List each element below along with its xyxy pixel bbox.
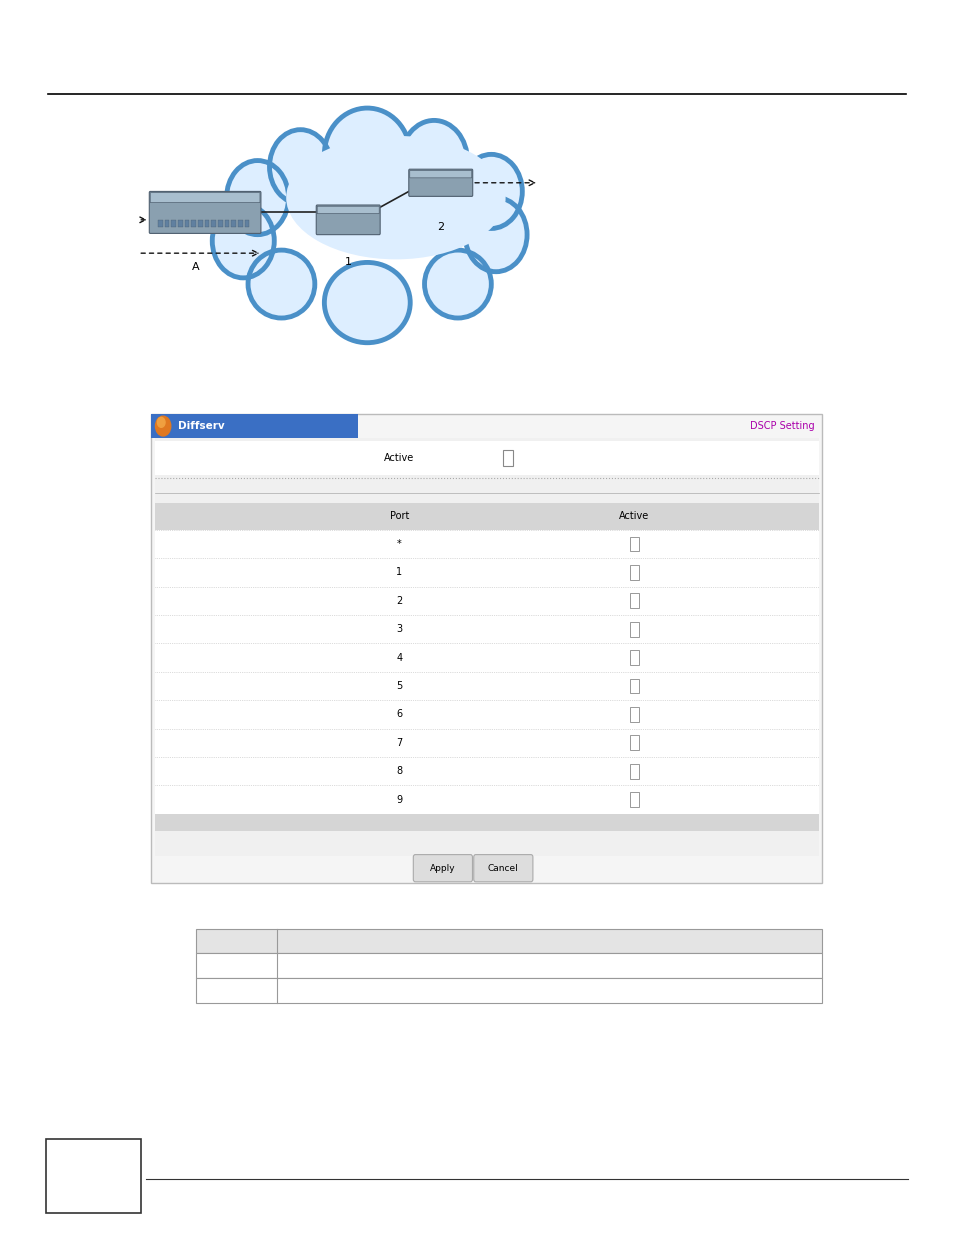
Text: 2: 2 — [436, 222, 444, 232]
Bar — [195, 978, 821, 1003]
Bar — [629, 679, 639, 694]
Text: 3: 3 — [395, 624, 402, 635]
Bar — [629, 537, 639, 552]
Ellipse shape — [324, 109, 410, 201]
Text: *: * — [396, 538, 401, 550]
Ellipse shape — [286, 136, 505, 259]
Bar — [244, 220, 250, 227]
FancyBboxPatch shape — [316, 205, 379, 235]
Bar — [154, 643, 818, 672]
Bar — [154, 438, 818, 856]
Text: DSCP Setting: DSCP Setting — [749, 421, 814, 431]
Text: 1: 1 — [344, 257, 352, 267]
Bar — [629, 736, 639, 750]
Ellipse shape — [270, 130, 332, 204]
Bar — [629, 622, 639, 637]
Bar — [154, 441, 818, 475]
Ellipse shape — [212, 204, 274, 278]
Text: 8: 8 — [395, 766, 402, 777]
Bar — [217, 220, 222, 227]
Text: Cancel: Cancel — [487, 863, 518, 873]
Circle shape — [155, 416, 171, 436]
Bar — [629, 566, 639, 580]
FancyBboxPatch shape — [408, 169, 472, 196]
Bar — [154, 785, 818, 814]
Text: 5: 5 — [395, 680, 402, 692]
Bar — [154, 558, 818, 587]
FancyBboxPatch shape — [474, 855, 533, 882]
Bar — [165, 220, 170, 227]
Bar — [154, 672, 818, 700]
Ellipse shape — [248, 249, 314, 317]
FancyBboxPatch shape — [151, 193, 259, 203]
Text: 6: 6 — [395, 709, 402, 720]
Text: 1: 1 — [395, 567, 402, 578]
Text: Active: Active — [618, 511, 649, 521]
Bar — [205, 220, 210, 227]
Bar — [154, 615, 818, 643]
Ellipse shape — [424, 249, 491, 317]
Text: 2: 2 — [395, 595, 402, 606]
Bar — [46, 1139, 141, 1213]
Bar — [151, 414, 821, 883]
Bar — [231, 220, 236, 227]
Circle shape — [157, 417, 165, 427]
Text: A: A — [192, 262, 199, 272]
Bar — [154, 729, 818, 757]
Bar — [629, 793, 639, 808]
Text: 4: 4 — [395, 652, 402, 663]
Bar — [212, 220, 215, 227]
Bar — [154, 503, 818, 530]
Bar — [172, 220, 176, 227]
Bar — [154, 700, 818, 729]
Bar — [503, 450, 513, 467]
Bar — [629, 706, 639, 721]
FancyBboxPatch shape — [413, 855, 472, 882]
Bar — [195, 953, 821, 978]
Bar — [195, 929, 821, 953]
Bar — [191, 220, 196, 227]
Bar — [158, 220, 162, 227]
Bar — [154, 530, 818, 558]
Ellipse shape — [465, 198, 527, 272]
Bar — [225, 220, 230, 227]
FancyBboxPatch shape — [409, 170, 471, 178]
Text: Active: Active — [384, 453, 414, 463]
Text: 9: 9 — [395, 794, 402, 805]
Text: 7: 7 — [395, 737, 402, 748]
Ellipse shape — [459, 154, 522, 228]
Bar — [629, 594, 639, 609]
Bar — [185, 220, 189, 227]
Bar — [237, 220, 242, 227]
Text: Diffserv: Diffserv — [178, 421, 225, 431]
FancyBboxPatch shape — [149, 191, 261, 233]
Text: Apply: Apply — [430, 863, 456, 873]
Bar — [154, 587, 818, 615]
Bar — [154, 757, 818, 785]
Bar — [151, 414, 357, 438]
Bar — [198, 220, 202, 227]
Bar — [154, 814, 818, 831]
Text: Port: Port — [389, 511, 409, 521]
Ellipse shape — [400, 120, 467, 201]
Bar — [629, 650, 639, 664]
Bar — [177, 220, 182, 227]
Bar — [629, 763, 639, 779]
Ellipse shape — [227, 161, 288, 235]
Ellipse shape — [324, 263, 410, 343]
FancyBboxPatch shape — [316, 206, 379, 214]
